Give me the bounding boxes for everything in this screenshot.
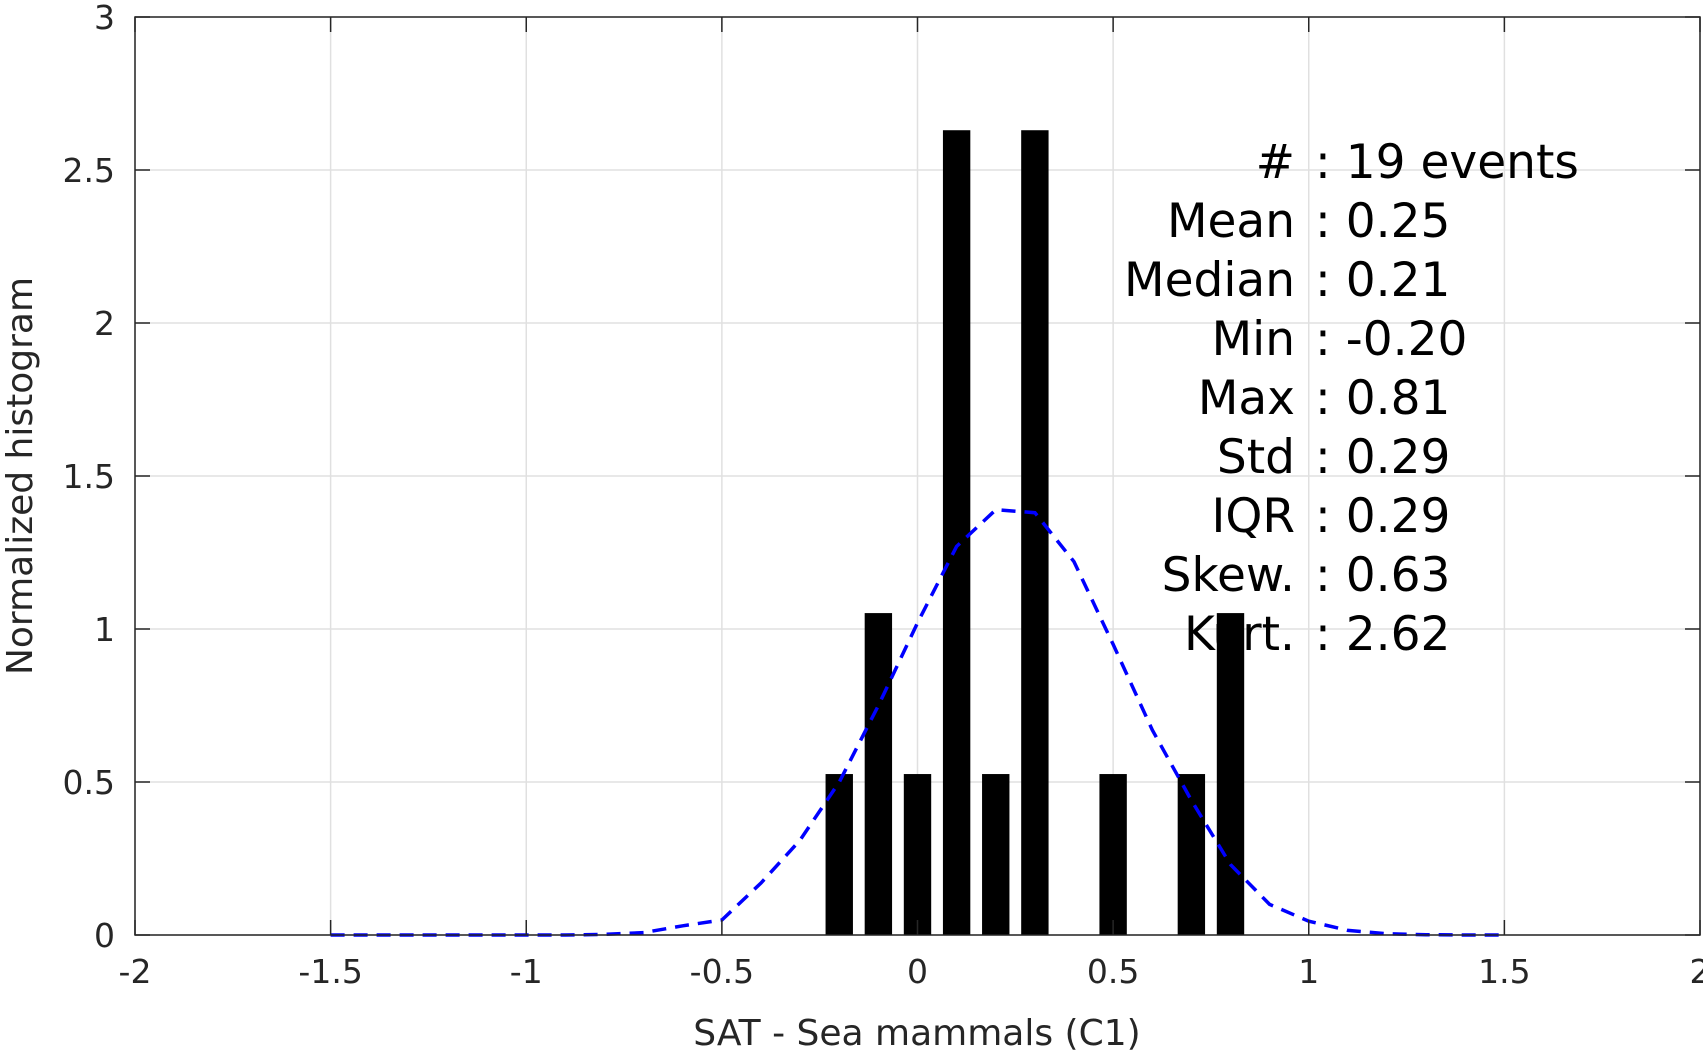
x-tick-label: 0.5 (1087, 952, 1139, 991)
histogram-bar (1216, 613, 1245, 935)
histogram-bar (982, 774, 1010, 935)
y-tick-label: 3 (94, 0, 115, 37)
histogram-bar (903, 774, 932, 935)
y-tick-label: 2.5 (63, 151, 115, 190)
stat-value: : 0.81 (1315, 371, 1450, 426)
x-tick-labels: -2 -1.5 -1 -0.5 0 0.5 1 1.5 2 (119, 952, 1703, 991)
stat-label: # (1256, 135, 1295, 190)
stat-label: Max (1198, 371, 1295, 426)
x-tick-label: -1 (510, 952, 543, 991)
stat-label: Std (1217, 430, 1295, 485)
y-tick-label: 0 (94, 916, 115, 955)
x-tick-label: -1.5 (298, 952, 362, 991)
x-tick-label: 1.5 (1478, 952, 1530, 991)
histogram-bar (942, 130, 971, 936)
stat-value: : 0.21 (1315, 253, 1450, 308)
x-tick-label: 1 (1298, 952, 1319, 991)
stat-value: : 0.63 (1315, 548, 1450, 603)
stat-label: Min (1212, 312, 1295, 367)
histogram-bar (1021, 130, 1049, 936)
x-tick-label: -0.5 (690, 952, 754, 991)
x-axis-title: SAT - Sea mammals (C1) (693, 1013, 1140, 1053)
stat-value: : 2.62 (1315, 607, 1450, 662)
stat-label: Skew. (1162, 548, 1295, 603)
x-tick-label: -2 (119, 952, 152, 991)
histogram-bar (1177, 774, 1206, 935)
stat-label: Kurt. (1184, 607, 1295, 662)
histogram-bar (864, 613, 893, 935)
histogram-bar (1099, 774, 1127, 935)
stat-value: : -0.20 (1315, 312, 1467, 367)
x-tick-label: 2 (1690, 952, 1703, 991)
stat-value: : 19 events (1315, 135, 1579, 190)
y-tick-labels: 0 0.5 1 1.5 2 2.5 3 (63, 0, 115, 955)
stat-label: Median (1124, 253, 1295, 308)
stat-label: IQR (1211, 489, 1295, 544)
y-tick-label: 0.5 (63, 763, 115, 802)
axes-frame (134, 16, 1701, 936)
histogram-bars (825, 130, 1245, 936)
y-tick-label: 1 (94, 610, 115, 649)
stat-value: : 0.29 (1315, 430, 1450, 485)
x-tick-label: 0 (907, 952, 928, 991)
y-axis-title: Normalized histogram (0, 277, 41, 675)
histogram-bar (825, 774, 853, 935)
stat-value: : 0.29 (1315, 489, 1450, 544)
stat-value: : 0.25 (1315, 194, 1450, 249)
y-tick-label: 1.5 (63, 457, 115, 496)
stat-label: Mean (1167, 194, 1295, 249)
statistics-annotation: # : 19 events Mean : 0.25 Median : 0.21 Min : -… (1124, 135, 1579, 662)
y-tick-label: 2 (94, 304, 115, 343)
